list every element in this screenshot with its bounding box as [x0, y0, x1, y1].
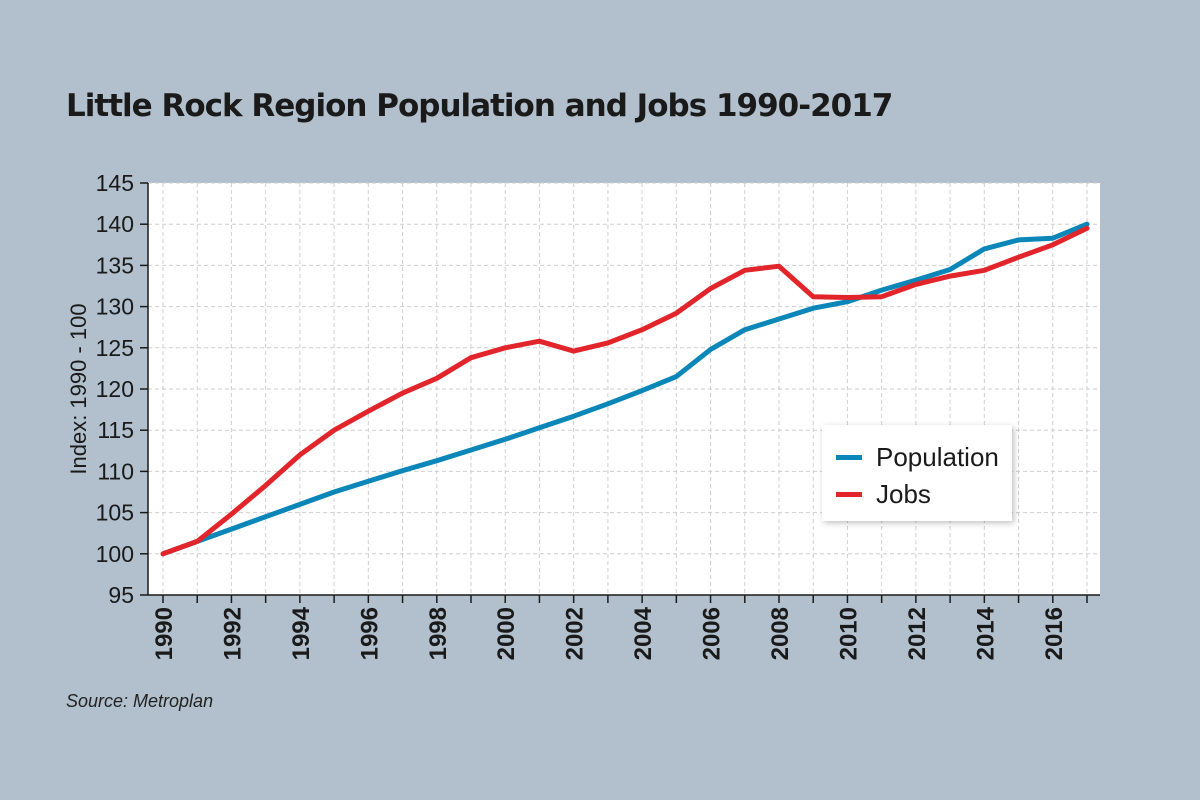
x-tick-label: 1998 [425, 607, 452, 660]
y-tick-label: 145 [96, 170, 134, 196]
y-tick-label: 125 [96, 335, 134, 361]
x-tick-label: 1992 [219, 607, 246, 660]
y-tick-label: 115 [97, 417, 134, 443]
series-line-population [160, 221, 1090, 557]
y-tick-label: 105 [96, 500, 134, 526]
y-tick-label: 140 [96, 211, 134, 237]
x-tick-label: 2016 [1041, 607, 1068, 660]
jobs-swatch [836, 491, 862, 497]
x-tick-label: 2008 [767, 607, 794, 660]
series-lines [160, 221, 1090, 557]
series-line-jobs [160, 225, 1090, 557]
y-tick-label: 130 [96, 294, 134, 320]
y-axis-label: Index: 1990 - 100 [66, 303, 91, 474]
x-tick-label: 2000 [493, 607, 520, 660]
chart-title: Little Rock Region Population and Jobs 1… [66, 88, 893, 124]
population-swatch [836, 454, 862, 460]
legend-label-population: Population [876, 441, 999, 472]
y-tick-label: 100 [96, 541, 134, 567]
x-tick-label: 2006 [699, 607, 726, 660]
x-tick-label: 2002 [562, 607, 589, 660]
legend-item-population: Population [836, 442, 999, 472]
x-tick-label: 1994 [288, 606, 315, 660]
x-tick-label: 2004 [630, 606, 657, 660]
x-tick-label: 2012 [904, 607, 931, 660]
y-tick-label: 135 [96, 252, 134, 278]
x-tick-label: 1996 [356, 607, 383, 660]
legend-item-jobs: Jobs [836, 479, 931, 509]
y-tick-label: 110 [97, 458, 134, 484]
x-tick-labels: 1990 1992 1994 1996 1998 2000 2002 2004 2006 2008… [151, 606, 1068, 660]
legend: Population Jobs [822, 425, 1012, 521]
legend-label-jobs: Jobs [876, 478, 931, 509]
x-tick-label: 2010 [835, 607, 862, 660]
y-tick-labels: 95 100 105 110 115 120 125 130 135 140 145 [96, 170, 134, 608]
x-tick-label: 1990 [151, 607, 178, 660]
x-tick-label: 2014 [972, 606, 999, 660]
axes [140, 182, 1100, 603]
source-note: Source: Metroplan [66, 691, 214, 711]
y-tick-label: 120 [96, 376, 134, 402]
y-tick-label: 95 [108, 582, 134, 608]
